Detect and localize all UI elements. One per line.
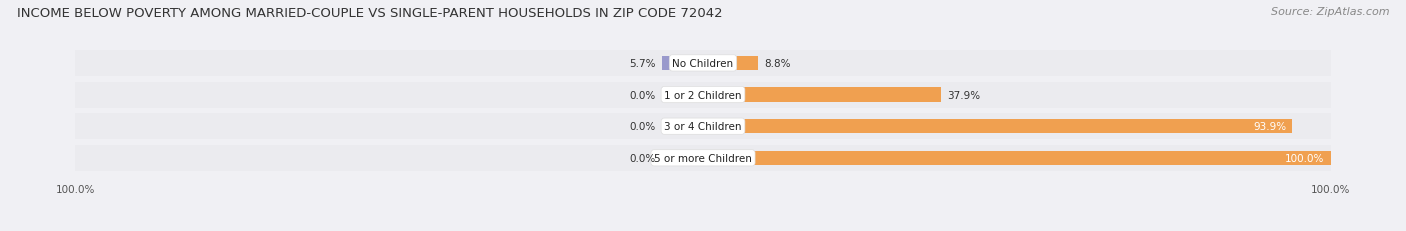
Bar bbox=[703, 88, 941, 102]
Text: No Children: No Children bbox=[672, 59, 734, 69]
Bar bbox=[662, 88, 703, 102]
Text: Source: ZipAtlas.com: Source: ZipAtlas.com bbox=[1271, 7, 1389, 17]
Bar bbox=[76, 114, 703, 140]
Text: 3 or 4 Children: 3 or 4 Children bbox=[664, 122, 742, 132]
Bar bbox=[703, 57, 758, 71]
Text: 0.0%: 0.0% bbox=[630, 90, 657, 100]
Bar bbox=[703, 120, 1292, 134]
Text: 100.0%: 100.0% bbox=[1285, 153, 1324, 163]
Text: 8.8%: 8.8% bbox=[765, 59, 792, 69]
Bar bbox=[662, 57, 703, 71]
Bar bbox=[703, 114, 1330, 140]
Text: INCOME BELOW POVERTY AMONG MARRIED-COUPLE VS SINGLE-PARENT HOUSEHOLDS IN ZIP COD: INCOME BELOW POVERTY AMONG MARRIED-COUPL… bbox=[17, 7, 723, 20]
Bar bbox=[703, 82, 1330, 108]
Text: 93.9%: 93.9% bbox=[1253, 122, 1286, 132]
Text: 1 or 2 Children: 1 or 2 Children bbox=[664, 90, 742, 100]
Bar bbox=[76, 51, 703, 76]
Bar bbox=[76, 145, 703, 171]
Bar bbox=[662, 120, 703, 134]
Bar bbox=[703, 145, 1330, 171]
Bar bbox=[703, 151, 1330, 165]
Text: 0.0%: 0.0% bbox=[630, 153, 657, 163]
Text: 0.0%: 0.0% bbox=[630, 122, 657, 132]
Text: 37.9%: 37.9% bbox=[948, 90, 980, 100]
Bar bbox=[76, 82, 703, 108]
Bar bbox=[703, 51, 1330, 76]
Text: 5.7%: 5.7% bbox=[630, 59, 657, 69]
Bar bbox=[662, 151, 703, 165]
Text: 5 or more Children: 5 or more Children bbox=[654, 153, 752, 163]
